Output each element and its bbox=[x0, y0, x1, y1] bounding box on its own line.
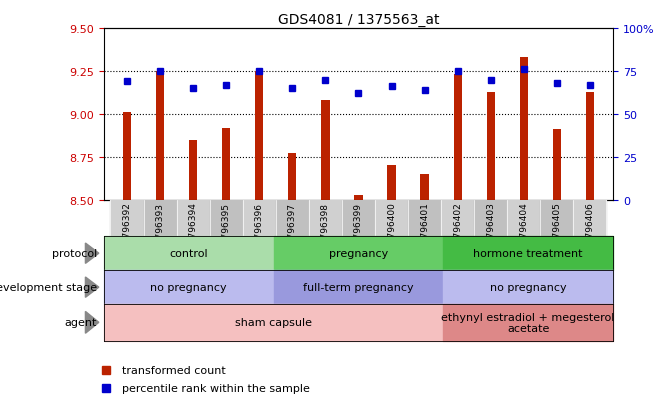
Bar bbox=[421, 175, 429, 200]
Bar bbox=[276, 200, 309, 237]
Bar bbox=[189, 140, 197, 200]
Bar bbox=[104, 237, 273, 271]
Bar bbox=[454, 75, 462, 200]
Bar bbox=[553, 130, 561, 200]
Text: GSM796396: GSM796396 bbox=[255, 202, 264, 257]
Text: GSM796399: GSM796399 bbox=[354, 202, 363, 257]
Text: control: control bbox=[170, 249, 208, 259]
Text: no pregnancy: no pregnancy bbox=[150, 282, 227, 292]
Text: development stage: development stage bbox=[0, 282, 97, 292]
Bar bbox=[255, 72, 263, 200]
Text: GSM796392: GSM796392 bbox=[123, 202, 131, 257]
Bar bbox=[574, 200, 606, 237]
Bar bbox=[486, 93, 495, 200]
Bar bbox=[273, 237, 444, 271]
Bar bbox=[507, 200, 540, 237]
Bar bbox=[408, 200, 441, 237]
Bar bbox=[104, 304, 444, 341]
Text: GSM796398: GSM796398 bbox=[321, 202, 330, 257]
Bar bbox=[156, 72, 164, 200]
Bar bbox=[177, 200, 210, 237]
Text: GSM796402: GSM796402 bbox=[453, 202, 462, 257]
Bar bbox=[111, 200, 143, 237]
Text: agent: agent bbox=[65, 318, 97, 328]
Text: GSM796397: GSM796397 bbox=[288, 202, 297, 257]
Text: ethynyl estradiol + megesterol
acetate: ethynyl estradiol + megesterol acetate bbox=[442, 312, 615, 333]
Bar bbox=[586, 93, 594, 200]
Text: GSM796393: GSM796393 bbox=[155, 202, 165, 257]
Bar bbox=[143, 200, 177, 237]
Bar bbox=[375, 200, 408, 237]
Text: GSM796395: GSM796395 bbox=[222, 202, 230, 257]
Bar bbox=[123, 113, 131, 200]
Bar bbox=[288, 154, 296, 200]
Text: GSM796405: GSM796405 bbox=[552, 202, 561, 257]
Text: hormone treatment: hormone treatment bbox=[474, 249, 583, 259]
Bar bbox=[444, 237, 613, 271]
Bar bbox=[354, 195, 362, 200]
Bar bbox=[444, 304, 613, 341]
Bar bbox=[342, 200, 375, 237]
Text: GSM796404: GSM796404 bbox=[519, 202, 528, 257]
Bar bbox=[321, 101, 330, 200]
Text: sham capsule: sham capsule bbox=[235, 318, 312, 328]
Text: no pregnancy: no pregnancy bbox=[490, 282, 567, 292]
Text: transformed count: transformed count bbox=[122, 365, 226, 375]
Bar bbox=[243, 200, 276, 237]
Text: GSM796394: GSM796394 bbox=[189, 202, 198, 257]
Bar bbox=[540, 200, 574, 237]
Bar bbox=[474, 200, 507, 237]
Bar bbox=[444, 271, 613, 304]
Bar bbox=[520, 58, 528, 200]
Text: GSM796406: GSM796406 bbox=[586, 202, 594, 257]
Bar bbox=[441, 200, 474, 237]
Text: GSM796401: GSM796401 bbox=[420, 202, 429, 257]
Bar bbox=[273, 271, 444, 304]
Polygon shape bbox=[86, 243, 99, 264]
Text: percentile rank within the sample: percentile rank within the sample bbox=[122, 383, 310, 393]
Bar bbox=[210, 200, 243, 237]
Bar bbox=[222, 128, 230, 200]
Text: protocol: protocol bbox=[52, 249, 97, 259]
Polygon shape bbox=[86, 312, 99, 333]
Polygon shape bbox=[86, 277, 99, 298]
Text: GSM796400: GSM796400 bbox=[387, 202, 396, 257]
Text: GSM796403: GSM796403 bbox=[486, 202, 495, 257]
Bar bbox=[309, 200, 342, 237]
Bar bbox=[387, 166, 396, 200]
Title: GDS4081 / 1375563_at: GDS4081 / 1375563_at bbox=[277, 12, 440, 26]
Text: pregnancy: pregnancy bbox=[329, 249, 388, 259]
Bar bbox=[104, 271, 273, 304]
Text: full-term pregnancy: full-term pregnancy bbox=[303, 282, 414, 292]
